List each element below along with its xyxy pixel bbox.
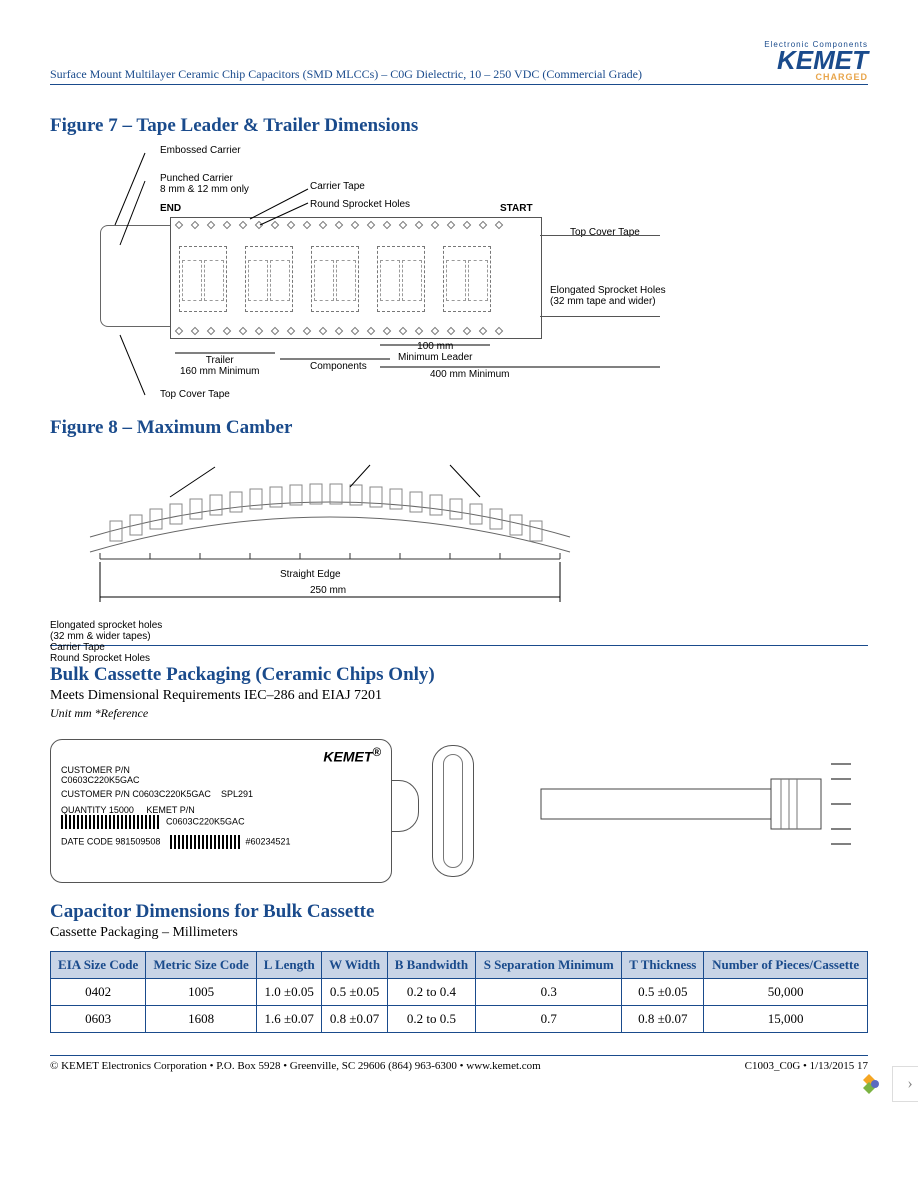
- cell: 0.8 ±0.07: [322, 1006, 387, 1033]
- col-bandwidth: B Bandwidth: [387, 952, 475, 979]
- lot-code: #60234521: [245, 836, 290, 846]
- cell: 50,000: [704, 979, 868, 1006]
- page-thumbnail-icon[interactable]: [852, 1067, 886, 1101]
- cust-pn2-label: CUSTOMER P/N: [61, 789, 130, 799]
- cassette-endcap-side: [432, 745, 474, 877]
- cell: 0.2 to 0.4: [387, 979, 475, 1006]
- cassette-label-front: KEMET® CUSTOMER P/NC0603C220K5GAC CUSTOM…: [50, 739, 392, 883]
- cassette-brand: KEMET®: [61, 746, 381, 765]
- cell: 1608: [146, 1006, 257, 1033]
- cell: 0.2 to 0.5: [387, 1006, 475, 1033]
- bulk-cassette-title: Bulk Cassette Packaging (Ceramic Chips O…: [50, 664, 868, 686]
- col-width: W Width: [322, 952, 387, 979]
- fig8-label-round-sprocket: Round Sprocket Holes: [50, 653, 868, 664]
- doc-title: Surface Mount Multilayer Ceramic Chip Ca…: [50, 67, 642, 82]
- cell: 0.5 ±0.05: [622, 979, 704, 1006]
- page-footer: © KEMET Electronics Corporation • P.O. B…: [50, 1055, 868, 1072]
- cust-pn2-value: C0603C220K5GAC: [132, 789, 211, 799]
- next-page-button[interactable]: ›: [892, 1066, 918, 1102]
- fig8-label-elongated: Elongated sprocket holes (32 mm & wider …: [50, 620, 868, 642]
- spl-code: SPL291: [221, 789, 253, 799]
- col-metric: Metric Size Code: [146, 952, 257, 979]
- dim-table-subtitle: Cassette Packaging – Millimeters: [50, 925, 868, 941]
- cell: 0.8 ±0.07: [622, 1006, 704, 1033]
- col-separation: S Separation Minimum: [476, 952, 622, 979]
- footer-right: C1003_C0G • 1/13/2015 17: [745, 1060, 868, 1072]
- cell: 0402: [51, 979, 146, 1006]
- cell: 0.7: [476, 1006, 622, 1033]
- col-eia: EIA Size Code: [51, 952, 146, 979]
- footer-left: © KEMET Electronics Corporation • P.O. B…: [50, 1060, 541, 1072]
- barcode-1: [61, 815, 161, 829]
- cell: 1.6 ±0.07: [257, 1006, 322, 1033]
- logo-brand: KEMET: [764, 49, 868, 72]
- col-pieces: Number of Pieces/Cassette: [704, 952, 868, 979]
- table-row: 0603 1608 1.6 ±0.07 0.8 ±0.07 0.2 to 0.5…: [51, 1006, 868, 1033]
- figure7-diagram: Embossed Carrier Punched Carrier 8 mm & …: [50, 145, 868, 405]
- col-length: L Length: [257, 952, 322, 979]
- page-header: Surface Mount Multilayer Ceramic Chip Ca…: [50, 40, 868, 85]
- kpn-label: KEMET P/N: [146, 805, 194, 815]
- fig8-label-carrier-tape: Carrier Tape: [50, 642, 868, 653]
- cell: 0.3: [476, 979, 622, 1006]
- date-code-value: 981509508: [115, 836, 160, 846]
- label-straight-edge: Straight Edge: [280, 569, 341, 580]
- cell: 0603: [51, 1006, 146, 1033]
- figure7-title: Figure 7 – Tape Leader & Trailer Dimensi…: [50, 115, 868, 137]
- unit-note: Unit mm *Reference: [50, 706, 868, 721]
- bulk-cassette-subtitle: Meets Dimensional Requirements IEC–286 a…: [50, 688, 868, 704]
- kpn-value: C0603C220K5GAC: [166, 816, 245, 826]
- date-code-label: DATE CODE: [61, 836, 113, 846]
- cust-pn-value: C0603C220K5GAC: [61, 775, 140, 785]
- dim-table-title: Capacitor Dimensions for Bulk Cassette: [50, 901, 868, 923]
- col-thickness: T Thickness: [622, 952, 704, 979]
- cassette-figure: KEMET® CUSTOMER P/NC0603C220K5GAC CUSTOM…: [50, 739, 868, 883]
- figure8-title: Figure 8 – Maximum Camber: [50, 417, 868, 439]
- cust-pn-label: CUSTOMER P/N: [61, 765, 130, 775]
- kemet-logo: Electronic Components KEMET CHARGED: [764, 40, 868, 82]
- qty-label: QUANTITY: [61, 805, 106, 815]
- cell: 1005: [146, 979, 257, 1006]
- cassette-side-view: [514, 744, 868, 879]
- cell: 15,000: [704, 1006, 868, 1033]
- qty-value: 15000: [109, 805, 134, 815]
- cell: 1.0 ±0.05: [257, 979, 322, 1006]
- table-row: 0402 1005 1.0 ±0.05 0.5 ±0.05 0.2 to 0.4…: [51, 979, 868, 1006]
- cell: 0.5 ±0.05: [322, 979, 387, 1006]
- table-header-row: EIA Size Code Metric Size Code L Length …: [51, 952, 868, 979]
- dimensions-table: EIA Size Code Metric Size Code L Length …: [50, 951, 868, 1033]
- dim-250mm: 250 mm: [310, 585, 346, 596]
- cassette-cap: [391, 780, 419, 832]
- barcode-2: [170, 835, 240, 849]
- figure8-diagram: 250 mm Straight Edge Elongated sprocket …: [50, 447, 868, 627]
